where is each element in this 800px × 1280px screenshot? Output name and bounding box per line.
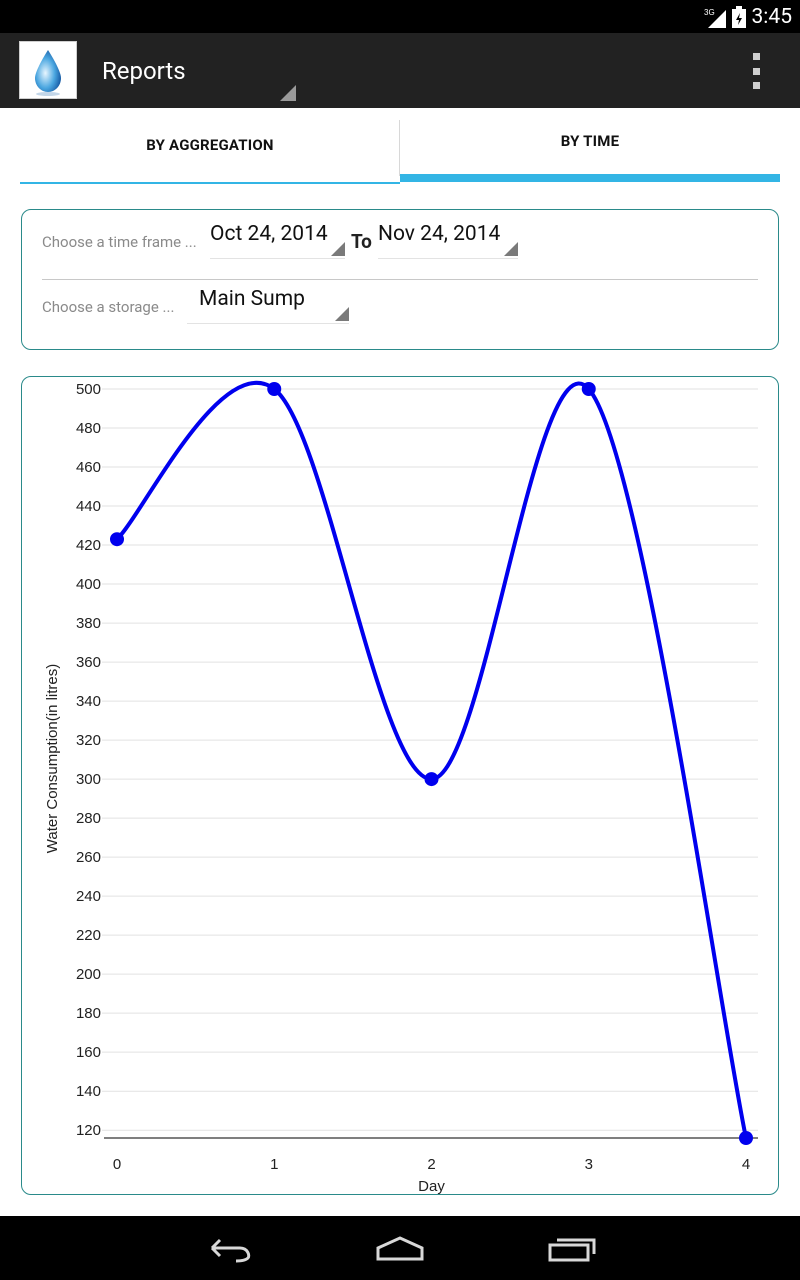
y-tick-label: 460: [76, 459, 101, 476]
to-date-spinner[interactable]: Nov 24, 2014: [378, 222, 518, 259]
screen-title[interactable]: Reports: [102, 57, 186, 85]
filter-card: Choose a time frame ... Oct 24, 2014 To …: [21, 209, 779, 350]
y-tick-label: 360: [76, 654, 101, 671]
y-tick-label: 140: [76, 1083, 101, 1100]
y-tick-label: 480: [76, 420, 101, 437]
storage-hint: Choose a storage ...: [42, 298, 175, 316]
tab-by-aggregation[interactable]: BY AGGREGATION: [20, 108, 400, 184]
y-axis-label: Water Consumption(in litres): [44, 664, 61, 854]
card-divider: [42, 279, 758, 280]
data-point: [581, 382, 596, 396]
recent-apps-icon[interactable]: [542, 1228, 602, 1268]
data-point: [110, 532, 124, 547]
chart-card: 500 480 460 440 420 400 380 360 340 320 300 280 260 2…: [21, 376, 779, 1195]
water-drop-icon: [35, 50, 61, 96]
app-logo-icon[interactable]: [19, 41, 77, 99]
y-tick-label: 260: [76, 849, 101, 866]
y-tick-label: 400: [76, 576, 101, 593]
action-bar: Reports: [0, 33, 800, 108]
battery-icon: [731, 5, 746, 28]
y-tick-label: 300: [76, 771, 101, 788]
series-line: [115, 380, 748, 1140]
x-tick-label: 0: [113, 1156, 121, 1173]
tab-bar: BY AGGREGATION BY TIME: [20, 108, 780, 184]
spinner-arrow-icon: [335, 307, 349, 321]
x-axis-label: Day: [418, 1178, 445, 1195]
status-clock: 3:45: [751, 4, 793, 29]
system-nav-bar: [0, 1216, 800, 1280]
time-frame-hint: Choose a time frame ...: [42, 233, 197, 251]
storage-value: Main Sump: [199, 287, 305, 311]
y-tick-label: 120: [76, 1122, 101, 1139]
tab-by-time[interactable]: BY TIME: [400, 108, 780, 182]
y-tick-label: 340: [76, 693, 101, 710]
svg-text:3G: 3G: [704, 8, 715, 17]
y-tick-label: 220: [76, 927, 101, 944]
nav-dropdown-arrow-icon[interactable]: [280, 85, 296, 101]
y-tick-label: 160: [76, 1044, 101, 1061]
spinner-arrow-icon: [504, 242, 518, 256]
tab-divider: [399, 120, 400, 176]
home-icon[interactable]: [370, 1228, 430, 1268]
y-tick-label: 200: [76, 966, 101, 983]
y-tick-label: 320: [76, 732, 101, 749]
y-tick-label: 240: [76, 888, 101, 905]
x-tick-label: 3: [585, 1156, 593, 1173]
storage-spinner[interactable]: Main Sump: [187, 287, 349, 324]
data-point: [267, 382, 282, 396]
data-point: [424, 772, 439, 787]
y-tick-label: 500: [76, 381, 101, 398]
spinner-arrow-icon: [331, 242, 345, 256]
y-tick-label: 380: [76, 615, 101, 632]
y-tick-label: 180: [76, 1005, 101, 1022]
overflow-menu-icon[interactable]: [746, 53, 766, 89]
signal-3g-icon: 3G: [704, 8, 726, 28]
to-date-value: Nov 24, 2014: [378, 222, 501, 246]
to-label: To: [351, 230, 372, 253]
water-consumption-chart: 5004804604404204003803603403203002802602…: [44, 380, 758, 1195]
status-bar: 3G 3:45: [0, 0, 800, 33]
x-tick-label: 1: [270, 1156, 278, 1173]
x-tick-label: 2: [427, 1156, 435, 1173]
y-tick-label: 420: [76, 537, 101, 554]
back-icon[interactable]: [200, 1228, 260, 1268]
y-tick-label: 280: [76, 810, 101, 827]
x-tick-label: 4: [742, 1156, 750, 1173]
from-date-value: Oct 24, 2014: [210, 222, 328, 246]
y-tick-label: 440: [76, 498, 101, 515]
from-date-spinner[interactable]: Oct 24, 2014: [210, 222, 345, 259]
data-point: [739, 1131, 753, 1145]
